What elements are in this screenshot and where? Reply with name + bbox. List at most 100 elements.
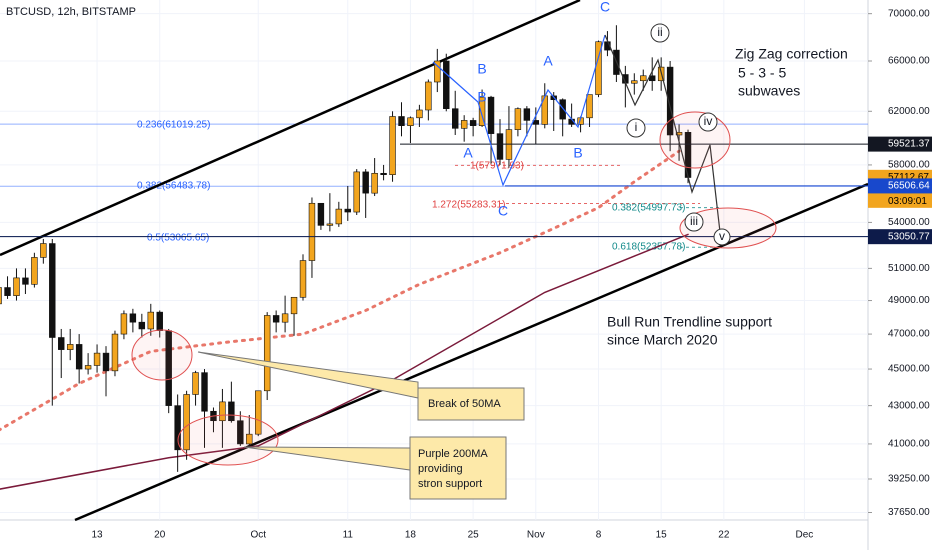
candle-body <box>290 296 298 315</box>
candle-body <box>559 99 566 120</box>
y-tick-label: 37650.00 <box>888 507 930 518</box>
candle-body <box>228 401 235 422</box>
fib-label: 0.236(61019.25) <box>137 120 210 131</box>
fib-label: 0.382(54997.73) <box>612 203 685 214</box>
candle-body <box>640 75 647 82</box>
wave-circle <box>650 23 670 43</box>
candle-body <box>31 257 38 285</box>
wave-path <box>432 34 606 187</box>
price-label: 53050.77 <box>888 231 930 242</box>
x-tick-label: 20 <box>154 530 166 541</box>
wave-circle <box>626 118 646 138</box>
y-tick-label: 47000.00 <box>888 329 930 340</box>
candle-body <box>192 372 199 395</box>
x-tick-label: 25 <box>468 530 480 541</box>
note: Zig Zag correction <box>735 46 848 62</box>
candle-body <box>84 365 92 370</box>
highlight-ellipse <box>679 207 777 249</box>
candle-body <box>469 120 477 126</box>
candle-body <box>58 337 65 350</box>
wave-circle <box>713 228 731 246</box>
candle-body <box>487 96 495 134</box>
candle-body <box>398 116 405 126</box>
candle-body <box>299 260 307 298</box>
candle-body <box>443 60 450 109</box>
wave-label: B <box>477 89 486 105</box>
highlight-ellipse <box>659 111 731 169</box>
candle-body <box>40 243 47 258</box>
note: subwaves <box>738 83 800 99</box>
candle-body <box>586 94 593 119</box>
candle-body <box>407 117 414 126</box>
note: since March 2020 <box>607 332 718 348</box>
y-tick-label: 43000.00 <box>888 400 930 411</box>
candle-body <box>425 81 432 111</box>
candle-body <box>120 313 128 335</box>
wave-label: v <box>719 229 725 243</box>
candle-body <box>335 208 343 225</box>
candle-body <box>523 108 531 121</box>
candle-body <box>237 420 244 445</box>
candle-body <box>272 315 280 323</box>
price-label: 57112.67 <box>888 172 929 183</box>
upper-channel <box>0 0 581 257</box>
price-label-box <box>868 229 932 245</box>
highlight-ellipse <box>131 329 193 381</box>
candle-body <box>317 202 325 226</box>
wave-label: iii <box>690 214 698 228</box>
y-tick-label: 58000.00 <box>888 160 930 171</box>
candle-body <box>201 372 208 412</box>
wave-label: i <box>635 120 638 134</box>
x-tick-label: 15 <box>656 530 668 541</box>
price-label: 59521.37 <box>888 139 930 150</box>
candle-body <box>111 333 119 372</box>
candle-body <box>460 120 468 129</box>
candle-body <box>514 108 522 130</box>
candles <box>0 25 692 472</box>
x-tick-label: 13 <box>91 530 103 541</box>
candle-body <box>147 311 154 330</box>
candle-body <box>281 313 289 323</box>
y-tick-label: 70000.00 <box>888 8 930 19</box>
y-tick-label: 51000.00 <box>888 263 930 274</box>
x-tick-label: 11 <box>343 530 354 541</box>
candle-body <box>478 96 486 126</box>
callout-text: Purple 200MA <box>418 448 488 460</box>
ma-line <box>0 149 681 432</box>
candle-body <box>219 401 226 422</box>
axes: 37650.00 39250.00 41000.00 43000.00 45000.00… <box>91 8 932 541</box>
candle-body <box>255 390 262 435</box>
price-label-box <box>868 136 932 152</box>
candle-body <box>66 344 74 350</box>
candle-body <box>326 223 334 226</box>
candle-body <box>434 60 441 83</box>
candle-body <box>156 311 163 331</box>
candle-body <box>675 132 683 136</box>
candle-body <box>183 394 190 451</box>
candle-body <box>93 352 101 366</box>
callout-text: stron support <box>418 478 482 490</box>
countdown: 03:09:01 <box>888 196 927 207</box>
callout-text: providing <box>418 463 463 475</box>
chart-title: BTCUSD, 12h, BITSTAMP <box>6 6 136 18</box>
candle-body <box>102 352 110 372</box>
wave-path <box>604 34 721 233</box>
price-label-box <box>868 178 932 194</box>
note: 5 - 3 - 5 <box>738 65 786 81</box>
y-tick-label: 49000.00 <box>888 295 930 306</box>
candle-body <box>246 433 253 445</box>
candle-body <box>0 287 2 305</box>
fib-label: 0.5(53065.65) <box>147 233 209 244</box>
wave-circle <box>684 212 704 232</box>
candle-body <box>416 109 423 119</box>
wave-label: B <box>477 61 486 77</box>
y-tick-label: 45000.00 <box>888 364 930 375</box>
candle-body <box>353 171 360 213</box>
bull-trendline <box>74 182 869 522</box>
candle-body <box>49 243 56 338</box>
x-tick-label: 8 <box>596 530 602 541</box>
candle-body <box>362 171 369 194</box>
candle-body <box>4 287 11 296</box>
highlight-ellipse <box>177 414 279 466</box>
x-tick-label: 22 <box>718 530 730 541</box>
